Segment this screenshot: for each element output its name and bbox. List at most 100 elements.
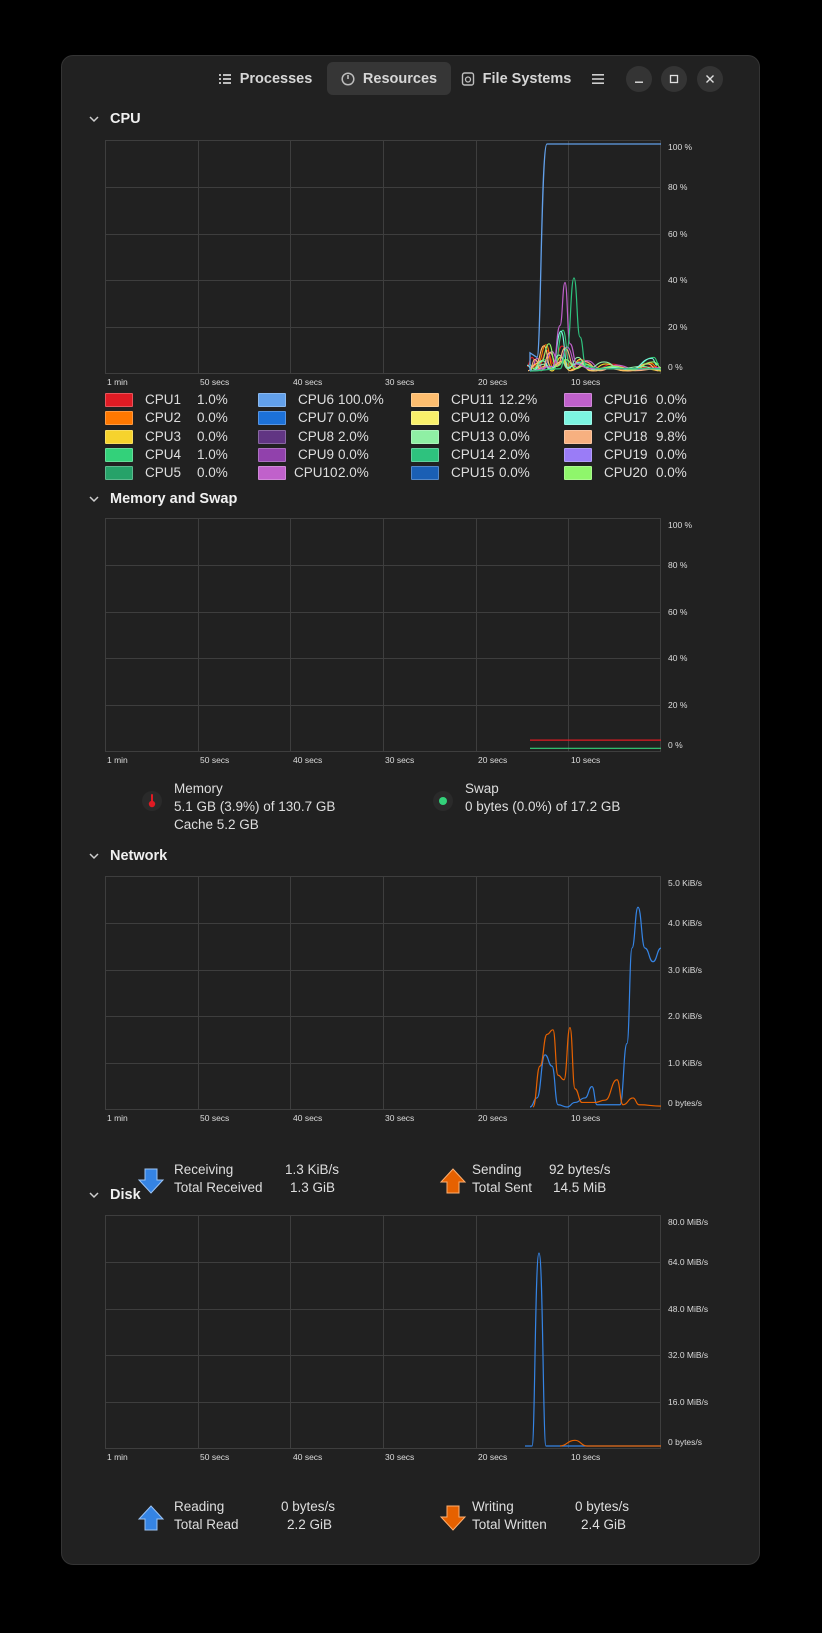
color-swatch[interactable]	[411, 429, 439, 444]
minimize-button[interactable]	[626, 66, 652, 92]
main-menu-button[interactable]	[583, 66, 613, 92]
cpu-value: 0.0%	[338, 410, 369, 426]
cpu-legend-item[interactable]: CPU11 12.2%	[411, 392, 556, 408]
cpu-name: CPU13	[451, 428, 495, 444]
cpu-name: CPU1	[145, 392, 182, 407]
cpu-legend-item[interactable]: CPU18 9.8%	[564, 429, 709, 445]
chevron-down-icon	[89, 853, 99, 860]
receiving-arrow-icon[interactable]	[137, 1167, 165, 1195]
color-swatch[interactable]	[105, 411, 133, 426]
network-graph	[105, 876, 661, 1110]
cpu-value: 0.0%	[656, 465, 687, 481]
tab-file-systems[interactable]: File Systems	[456, 62, 576, 95]
color-swatch[interactable]	[105, 447, 133, 462]
color-swatch[interactable]	[564, 466, 592, 481]
total-written-value: 2.4 GiB	[581, 1517, 627, 1532]
cpu-legend-item[interactable]: CPU10 2.0%	[258, 465, 403, 481]
writing-arrow-icon[interactable]	[439, 1504, 467, 1532]
tab-processes[interactable]: Processes	[207, 62, 323, 95]
swap-color-icon[interactable]	[432, 790, 454, 812]
cpu-value: 2.0%	[499, 446, 530, 462]
cpu-legend-item[interactable]: CPU3 0.0%	[105, 429, 250, 445]
close-icon	[706, 75, 714, 83]
cpu-legend-item[interactable]: CPU12 0.0%	[411, 410, 556, 426]
sending-arrow-icon[interactable]	[439, 1167, 467, 1195]
gauge-icon	[341, 71, 355, 86]
cpu-legend-item[interactable]: CPU1 1.0%	[105, 392, 250, 408]
y-tick-label: 0 %	[668, 362, 683, 372]
color-swatch[interactable]	[258, 447, 286, 462]
y-tick-label: 80 %	[668, 559, 688, 570]
y-tick-label: 60 %	[668, 228, 688, 239]
x-tick-label: 40 secs	[293, 377, 323, 387]
network-section-header[interactable]: Network	[88, 848, 167, 864]
memory-section-title: Memory and Swap	[110, 491, 238, 507]
color-swatch[interactable]	[564, 447, 592, 462]
cpu-graph-canvas	[105, 140, 661, 374]
cpu-legend-item[interactable]: CPU9 0.0%	[258, 447, 403, 463]
cpu-value: 0.0%	[197, 465, 228, 481]
maximize-button[interactable]	[661, 66, 687, 92]
x-tick-label: 1 min	[107, 755, 128, 765]
receiving-value: 1.3 KiB/s	[285, 1162, 340, 1177]
close-button[interactable]	[697, 66, 723, 92]
cpu-legend-item[interactable]: CPU8 2.0%	[258, 429, 403, 445]
cpu-series-line	[529, 143, 661, 371]
color-swatch[interactable]	[258, 429, 286, 444]
cpu-legend-item[interactable]: CPU20 0.0%	[564, 465, 709, 481]
color-swatch[interactable]	[564, 393, 592, 407]
color-swatch[interactable]	[105, 466, 133, 481]
cpu-legend-item[interactable]: CPU14 2.0%	[411, 447, 556, 463]
cpu-section-header[interactable]: CPU	[88, 111, 141, 127]
cpu-legend-item[interactable]: CPU7 0.0%	[258, 410, 403, 426]
disk-section-header[interactable]: Disk	[88, 1187, 141, 1203]
color-swatch[interactable]	[411, 393, 439, 407]
disk-icon	[461, 71, 474, 86]
memory-used: 5.1 GB (3.9%) of 130.7 GB	[174, 799, 336, 814]
color-swatch[interactable]	[411, 411, 439, 426]
cpu-legend-item[interactable]: CPU4 1.0%	[105, 447, 250, 463]
network-section-title: Network	[110, 848, 168, 864]
x-tick-label: 40 secs	[293, 1113, 323, 1123]
cpu-legend-item[interactable]: CPU15 0.0%	[411, 465, 556, 481]
chevron-down-icon	[89, 496, 99, 503]
tab-resources[interactable]: Resources	[327, 62, 451, 95]
cpu-legend-item[interactable]: CPU5 0.0%	[105, 465, 250, 481]
disk-graph	[105, 1215, 661, 1449]
memory-color-icon[interactable]	[141, 790, 163, 812]
cpu-legend-item[interactable]: CPU13 0.0%	[411, 429, 556, 445]
x-tick-label: 30 secs	[385, 755, 415, 765]
y-tick-label: 0 bytes/s	[668, 1437, 703, 1447]
color-swatch[interactable]	[564, 429, 592, 444]
receiving-series-line	[529, 906, 661, 1108]
cpu-legend-item[interactable]: CPU19 0.0%	[564, 447, 709, 463]
y-tick-label: 80 %	[668, 181, 688, 192]
color-swatch[interactable]	[105, 429, 133, 444]
cpu-name: CPU11	[451, 392, 494, 407]
color-swatch[interactable]	[411, 466, 439, 481]
cpu-name: CPU9	[298, 446, 335, 462]
cpu-series-line	[532, 343, 661, 371]
cpu-graph	[105, 140, 661, 374]
memory-section-header[interactable]: Memory and Swap	[88, 491, 237, 507]
reading-series-line	[525, 1252, 661, 1447]
cpu-legend-item[interactable]: CPU16 0.0%	[564, 392, 709, 408]
color-swatch[interactable]	[258, 466, 286, 481]
y-tick-label: 100 %	[668, 520, 693, 530]
x-tick-label: 10 secs	[571, 755, 601, 765]
y-tick-label: 80.0 MiB/s	[668, 1217, 709, 1227]
color-swatch[interactable]	[411, 447, 439, 462]
x-tick-label: 10 secs	[571, 377, 601, 387]
x-tick-label: 50 secs	[200, 1113, 230, 1123]
system-monitor-window: Processes Resources File Systems	[61, 55, 760, 1565]
color-swatch[interactable]	[564, 411, 592, 426]
cpu-legend-item[interactable]: CPU2 0.0%	[105, 410, 250, 426]
color-swatch[interactable]	[258, 411, 286, 426]
color-swatch[interactable]	[258, 393, 286, 407]
x-tick-label: 20 secs	[478, 1113, 508, 1123]
cpu-legend-item[interactable]: CPU17 2.0%	[564, 410, 709, 426]
reading-arrow-icon[interactable]	[137, 1504, 165, 1532]
cpu-legend-item[interactable]: CPU6 100.0%	[258, 392, 403, 408]
color-swatch[interactable]	[105, 393, 133, 407]
cpu-value: 1.0%	[197, 392, 228, 407]
